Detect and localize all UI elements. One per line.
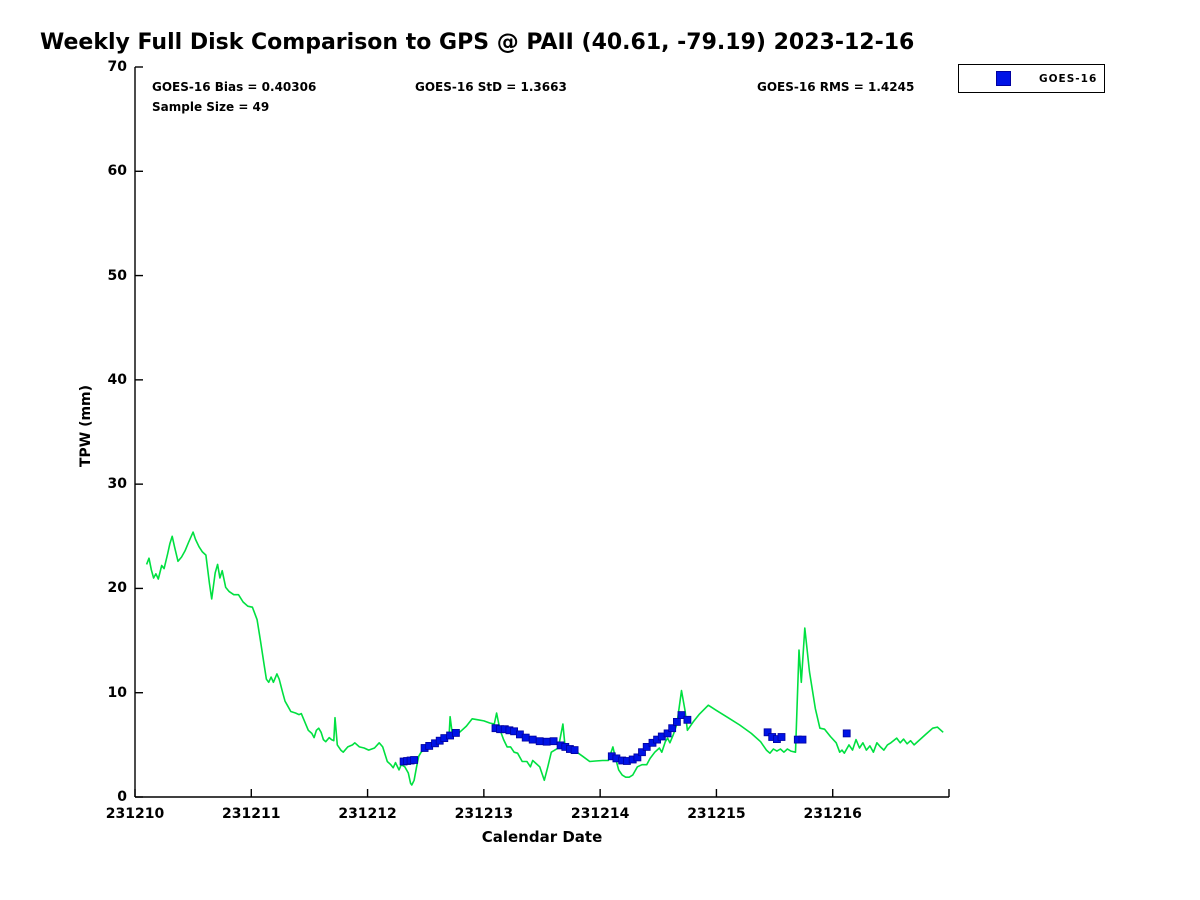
- legend-label: GOES-16: [1039, 72, 1098, 85]
- stat-sample-size: Sample Size = 49: [152, 100, 270, 114]
- goes16-marker: [763, 728, 772, 737]
- goes16-marker: [410, 756, 419, 764]
- y-tick-label: 60: [107, 163, 127, 180]
- goes16-marker: [521, 733, 530, 742]
- y-tick-label: 10: [107, 684, 127, 701]
- y-tick-label: 30: [107, 476, 127, 493]
- stat-std: GOES-16 StD = 1.3663: [415, 80, 567, 94]
- x-tick-label: 231216: [803, 806, 862, 822]
- goes16-marker: [798, 735, 807, 744]
- x-axis-label: Calendar Date: [481, 828, 603, 846]
- x-tick-label: 231215: [687, 806, 746, 822]
- goes16-marker: [683, 715, 692, 724]
- goes16-marker: [842, 729, 851, 738]
- stat-bias: GOES-16 Bias = 0.40306: [152, 80, 317, 94]
- goes16-marker: [549, 737, 558, 746]
- goes16-marker: [451, 729, 460, 737]
- x-tick-label: 231214: [570, 806, 630, 822]
- goes16-marker: [668, 724, 677, 733]
- goes16-marker: [642, 743, 651, 751]
- goes16-marker: [542, 737, 551, 746]
- y-tick-label: 20: [107, 580, 127, 597]
- y-axis-label: TPW (mm): [78, 384, 94, 468]
- goes16-marker: [673, 718, 681, 726]
- goes16-marker: [677, 711, 686, 719]
- y-tick-label: 40: [107, 371, 127, 388]
- goes16-marker: [570, 746, 579, 754]
- goes16-legend-marker-icon: [996, 71, 1011, 86]
- y-tick-label: 50: [107, 267, 127, 284]
- x-tick-label: 231210: [105, 806, 165, 822]
- y-tick-label: 0: [117, 789, 127, 805]
- x-tick-label: 231211: [222, 806, 281, 822]
- goes16-marker: [663, 729, 672, 738]
- chart-title: Weekly Full Disk Comparison to GPS @ PAI…: [40, 30, 915, 55]
- goes16-marker: [638, 748, 646, 757]
- legend: GOES-16: [958, 64, 1105, 93]
- x-tick-label: 231213: [454, 806, 514, 822]
- x-tick-label: 231212: [338, 806, 397, 822]
- gps-line: [145, 531, 944, 786]
- goes16-marker: [528, 735, 537, 744]
- goes16-marker: [777, 733, 786, 741]
- goes16-marker: [535, 737, 544, 746]
- y-tick-label: 70: [107, 59, 127, 75]
- goes16-marker: [633, 753, 642, 762]
- stat-rms: GOES-16 RMS = 1.4245: [757, 80, 915, 94]
